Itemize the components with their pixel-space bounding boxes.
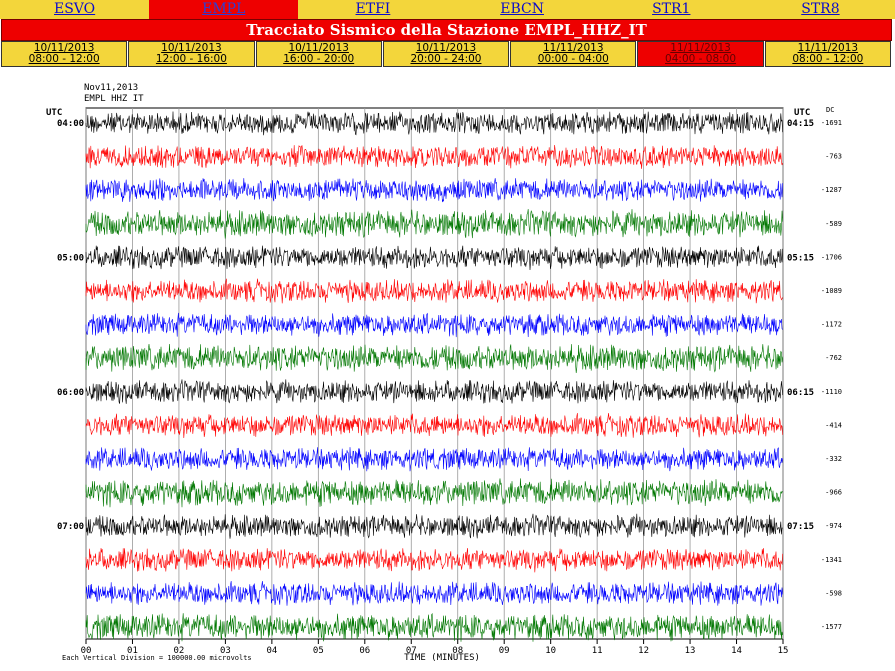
x-tick-label: 05 xyxy=(313,646,324,656)
right-time-label: 07:15 xyxy=(787,522,814,532)
trace-4 xyxy=(85,245,783,271)
trace-5 xyxy=(85,278,783,304)
x-tick-label: 04 xyxy=(266,646,277,656)
dc-value: -589 xyxy=(825,220,842,228)
trace-11 xyxy=(85,478,783,508)
period-time: 20:00 - 24:00 xyxy=(410,53,482,65)
footer-note: Each Vertical Division = 100000.00 micro… xyxy=(62,654,252,662)
period-link-2[interactable]: 10/11/2013 16:00 - 20:00 xyxy=(255,41,382,67)
trace-8 xyxy=(85,379,783,404)
station-link-str8[interactable]: STR8 xyxy=(801,1,840,17)
period-link-0[interactable]: 10/11/2013 08:00 - 12:00 xyxy=(1,41,128,67)
trace-7 xyxy=(85,343,783,374)
dc-value: -1691 xyxy=(821,119,842,127)
trace-1 xyxy=(85,144,783,169)
dc-value: -598 xyxy=(825,589,842,597)
x-tick-label: 01 xyxy=(127,646,138,656)
dc-value: -763 xyxy=(825,153,842,161)
trace-10 xyxy=(85,447,783,472)
station-link-str1[interactable]: STR1 xyxy=(652,1,691,17)
period-time: 00:00 - 04:00 xyxy=(537,53,609,65)
left-time-label: 05:00 xyxy=(57,253,84,263)
x-tick-label: 10 xyxy=(545,646,556,656)
period-nav: 10/11/2013 08:00 - 12:00 10/11/2013 12:00 -… xyxy=(1,41,892,67)
trace-12 xyxy=(85,513,783,539)
period-date: 11/11/2013 xyxy=(797,42,859,54)
period-time: 16:00 - 20:00 xyxy=(283,53,355,65)
period-link-3[interactable]: 10/11/2013 20:00 - 24:00 xyxy=(382,41,510,67)
dc-value: -414 xyxy=(825,421,842,429)
period-time: 08:00 - 12:00 xyxy=(792,53,864,65)
dc-value: -1287 xyxy=(821,186,842,194)
x-tick-label: 03 xyxy=(220,646,231,656)
station-link-esvo[interactable]: ESVO xyxy=(54,1,96,17)
dc-value: -762 xyxy=(825,354,842,362)
period-time: 12:00 - 16:00 xyxy=(155,53,227,65)
x-tick-label: 06 xyxy=(359,646,370,656)
left-time-label: 04:00 xyxy=(57,119,84,129)
station-link-etfi[interactable]: ETFI xyxy=(355,1,391,17)
plot-station: EMPL HHZ IT xyxy=(84,94,144,104)
trace-15 xyxy=(85,612,783,642)
utc-label-right: UTC xyxy=(794,108,810,118)
trace-9 xyxy=(85,413,783,439)
dc-value: -1706 xyxy=(821,253,842,261)
right-time-label: 06:15 xyxy=(787,388,814,398)
period-date: 11/11/2013 xyxy=(543,42,604,54)
traces xyxy=(85,111,783,642)
dc-value: -1172 xyxy=(821,321,842,329)
period-date: 10/11/2013 xyxy=(288,42,349,54)
trace-14 xyxy=(85,581,783,606)
trace-6 xyxy=(85,312,783,338)
period-time: 04:00 - 08:00 xyxy=(665,53,737,65)
right-time-label: 04:15 xyxy=(787,119,814,129)
x-tick-label: 00 xyxy=(81,646,92,656)
plot-date: Nov11,2013 xyxy=(84,83,138,93)
left-time-label: 06:00 xyxy=(57,388,84,398)
seismogram-plot: Nov11,2013 EMPL HHZ IT UTC UTC DC 00 01 02… xyxy=(46,83,842,663)
trace-0 xyxy=(85,111,783,136)
period-link-5[interactable]: 11/11/2013 04:00 - 08:00 xyxy=(637,41,764,67)
dc-value: -1341 xyxy=(821,556,842,564)
dc-value: -974 xyxy=(825,522,842,530)
dc-value: -1110 xyxy=(821,388,842,396)
right-time-label: 05:15 xyxy=(787,253,814,263)
page-title: Tracciato Sismico della Stazione EMPL_HH… xyxy=(1,19,892,41)
x-tick-label: 14 xyxy=(731,646,742,656)
x-tick-label: 07 xyxy=(406,646,417,656)
x-tick-label: 09 xyxy=(499,646,510,656)
x-tick-label: 11 xyxy=(592,646,603,656)
trace-2 xyxy=(85,178,783,203)
station-nav: ESVO EMPL ETFI EBCN STR1 STR8 xyxy=(0,0,895,19)
x-tick-label: 12 xyxy=(638,646,649,656)
dc-value: -332 xyxy=(825,455,842,463)
plot-labels: 00 01 02 03 04 05 06 07 08 09 10 11 12 13 14 15 -1691 -76… xyxy=(57,119,842,656)
dc-label: DC xyxy=(826,106,834,114)
dc-value: -1577 xyxy=(821,623,842,631)
trace-3 xyxy=(85,209,783,239)
period-date: 10/11/2013 xyxy=(415,42,477,54)
x-tick-label: 15 xyxy=(778,646,789,656)
period-date: 10/11/2013 xyxy=(161,42,222,54)
station-link-empl[interactable]: EMPL xyxy=(149,0,299,19)
x-tick-label: 08 xyxy=(452,646,463,656)
period-link-4[interactable]: 11/11/2013 00:00 - 04:00 xyxy=(510,41,637,67)
dc-value: -1089 xyxy=(821,287,842,295)
period-date: 10/11/2013 xyxy=(33,42,95,54)
dc-value: -966 xyxy=(825,489,842,497)
station-link-ebcn[interactable]: EBCN xyxy=(500,1,544,17)
utc-label-left: UTC xyxy=(46,108,62,118)
period-date: 11/11/2013 xyxy=(670,42,731,54)
period-time: 08:00 - 12:00 xyxy=(28,53,100,65)
x-axis-label: TIME (MINUTES) xyxy=(404,653,480,663)
left-time-label: 07:00 xyxy=(57,522,84,532)
period-link-6[interactable]: 11/11/2013 08:00 - 12:00 xyxy=(764,41,891,67)
x-tick-label: 13 xyxy=(685,646,696,656)
period-link-1[interactable]: 10/11/2013 12:00 - 16:00 xyxy=(128,41,255,67)
trace-13 xyxy=(85,548,783,573)
x-tick-label: 02 xyxy=(174,646,185,656)
